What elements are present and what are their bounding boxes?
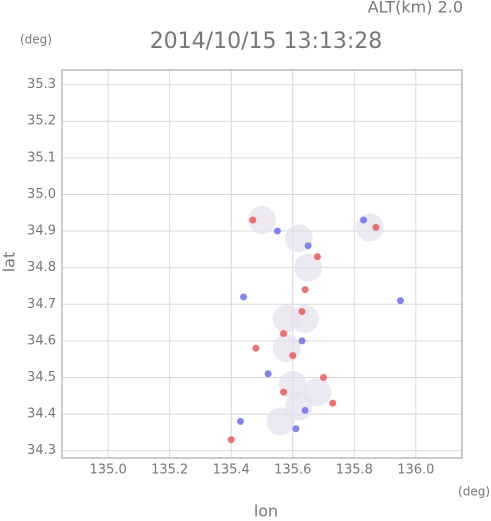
x-tick-label: 135.6 (274, 463, 311, 478)
y-tick-label: 35.1 (27, 150, 56, 165)
echo-point (329, 399, 337, 407)
echo-point (227, 436, 235, 444)
echo-point (298, 308, 306, 316)
y-axis-label: lat (0, 252, 19, 273)
echo-point (236, 417, 244, 425)
y-tick-label: 34.7 (27, 297, 56, 312)
chart-title: 2014/10/15 13:13:28 (150, 29, 383, 54)
echo-point (301, 286, 309, 294)
echo-point (304, 242, 312, 250)
x-tick-label: 135.0 (90, 463, 127, 478)
echo-point (280, 330, 288, 338)
echo-patch (272, 334, 301, 363)
echo-point (264, 370, 272, 378)
y-tick-label: 35.3 (27, 77, 56, 92)
y-tick-label: 34.9 (27, 224, 56, 239)
echo-patch (248, 206, 276, 235)
echo-point (396, 297, 404, 305)
echo-point (249, 216, 257, 224)
echo-point (301, 406, 309, 414)
x-tick-label: 135.8 (336, 463, 373, 478)
y-tick-label: 34.4 (27, 407, 56, 422)
echo-point (372, 223, 380, 231)
echo-patch (266, 407, 295, 436)
echo-point (298, 337, 306, 345)
y-tick-label: 34.5 (27, 370, 56, 385)
x-tick-label: 135.4 (213, 463, 250, 478)
y-tick-label: 34.3 (27, 443, 56, 458)
y-tick-label: 35.2 (27, 114, 56, 129)
echo-point (320, 373, 328, 381)
echo-point (360, 216, 368, 224)
plot-frame (61, 69, 463, 459)
x-tick-label: 135.2 (151, 463, 188, 478)
echo-point (252, 344, 260, 352)
annotation: ALT(km) 2.0 (368, 0, 463, 17)
echo-patch (294, 253, 323, 282)
y-tick-label: 35.0 (27, 187, 56, 202)
x-axis-label: lon (254, 502, 278, 521)
echo-point (313, 253, 321, 261)
echo-patch (355, 213, 384, 242)
echo-point (280, 388, 288, 396)
echo-point (240, 293, 248, 301)
echo-point (273, 227, 281, 235)
x-unit: (deg) (458, 485, 490, 499)
y-unit: (deg) (20, 33, 52, 47)
echo-point (289, 352, 297, 360)
echo-patch (291, 304, 320, 333)
y-tick-label: 34.8 (27, 260, 56, 275)
echo-point (292, 425, 300, 433)
y-tick-label: 34.6 (27, 333, 56, 348)
x-tick-label: 136.0 (397, 463, 434, 478)
